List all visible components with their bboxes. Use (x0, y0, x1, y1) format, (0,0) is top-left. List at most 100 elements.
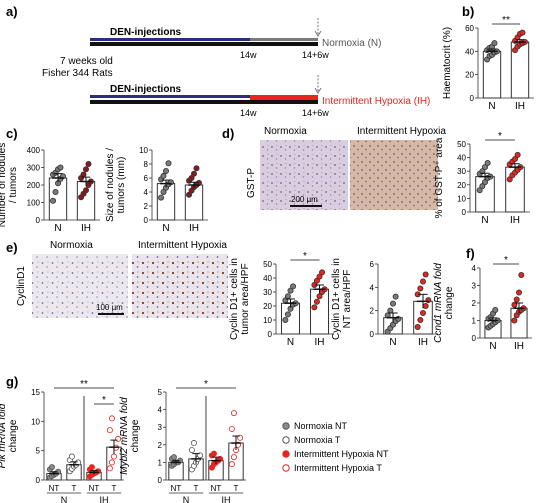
cyclin-scalebar-label: 100 µm (96, 303, 123, 312)
y-tick-label: 200 (27, 181, 41, 190)
significance-label: * (303, 251, 307, 262)
category-label: IH (515, 101, 525, 112)
data-point (106, 427, 113, 434)
group-label: IH (100, 495, 109, 503)
data-point (287, 287, 294, 294)
legend-marker (282, 464, 290, 472)
group-label: IH (222, 495, 231, 503)
den-bar-2 (90, 95, 250, 98)
panel-label-a: a) (6, 4, 18, 19)
y-tick-label: 4 (370, 283, 375, 292)
category-label: N (162, 223, 169, 234)
legend-label: Normoxia NT (294, 421, 348, 431)
significance-label: * (498, 131, 502, 142)
panel-label-f: f) (466, 246, 475, 261)
data-point (230, 454, 237, 461)
data-point (316, 293, 323, 300)
y-tick-label: 100 (27, 199, 41, 208)
data-point (511, 317, 518, 324)
data-point (80, 171, 87, 178)
data-point (83, 187, 90, 194)
y-axis-label: Cyclin D1+ cells in (331, 258, 342, 340)
data-point (106, 465, 113, 472)
panel-label-d: d) (222, 126, 234, 141)
y-tick-label: 10 (31, 417, 40, 426)
y-tick-label: 60 (465, 24, 474, 33)
category-label: N (481, 215, 488, 226)
y-tick-label: 40 (457, 154, 466, 163)
data-point (170, 454, 177, 461)
y-tick-label: 20 (263, 302, 272, 311)
y-tick-label: 40 (263, 274, 272, 283)
chart-c2: 0 2 4 6 8 10 Size of nodules / tumors (mm) N IH (105, 146, 208, 234)
arrow-1 (314, 30, 322, 37)
chart-e2: 0 2 4 6 Cyclin D1+ cells in NT area/HPF N IH (331, 258, 438, 348)
y-tick-label: 6 (144, 174, 149, 183)
y-tick-label: 0 (36, 476, 41, 485)
y-tick-label: 400 (27, 146, 41, 155)
data-point (419, 309, 426, 316)
cohort-line-2: Fisher 344 Rats (42, 68, 113, 79)
data-point (190, 440, 197, 447)
chart-d: 0 10 20 30 40 50 % of GST-P⁺ area N IH * (434, 131, 530, 226)
data-point (514, 151, 521, 158)
ih-bar (250, 95, 318, 100)
y-tick-label: 30 (457, 167, 466, 176)
y-axis-label: Cyclin D1+ cells in (229, 258, 240, 340)
data-point (492, 306, 499, 313)
data-point (50, 197, 57, 204)
y-tick-label: 15 (31, 388, 40, 397)
category-label: NT (211, 484, 222, 493)
y-tick-label: 2 (158, 441, 163, 450)
y-axis-label: % of GST-P⁺ area (434, 137, 445, 218)
y-tick-label: 5 (158, 388, 163, 397)
significance-label: * (504, 255, 508, 266)
time-14w-1: 14w (240, 50, 257, 60)
category-label: IH (189, 223, 199, 234)
y-axis-label: Haematocrit (%) (442, 27, 453, 99)
den-label-2: DEN-injections (110, 84, 182, 95)
arrow-2 (314, 87, 322, 94)
time-end-2: 14+6w (302, 108, 329, 118)
data-point (479, 183, 486, 190)
y-tick-label: 6 (370, 260, 375, 269)
data-point (513, 296, 520, 303)
data-point (422, 271, 429, 278)
data-point (282, 316, 289, 323)
panel-label-g: g) (6, 374, 18, 389)
data-point (158, 194, 165, 201)
category-label: N (488, 101, 495, 112)
data-point (284, 293, 291, 300)
gstp-title-normoxia: Normoxia (264, 126, 307, 137)
legend-label: Normoxia T (294, 435, 341, 445)
category-label: IH (418, 337, 428, 348)
data-point (190, 170, 197, 177)
y-tick-label: 20 (457, 181, 466, 190)
category-label: N (489, 341, 496, 352)
data-point (484, 160, 491, 167)
y-axis-label: change (8, 419, 19, 452)
data-point (290, 283, 297, 290)
y-axis-label: Size of nodules / (105, 148, 116, 222)
cyclin-image-ih (132, 254, 228, 318)
y-axis-label: Number of nodules (0, 143, 8, 228)
data-point (479, 168, 486, 175)
data-point (284, 311, 291, 318)
y-tick-label: 0 (268, 330, 273, 339)
y-tick-label: 2 (472, 299, 477, 308)
data-point (165, 160, 172, 167)
data-point (518, 271, 525, 278)
category-label: IH (510, 215, 520, 226)
data-point (519, 29, 526, 36)
category-label: NT (49, 484, 60, 493)
data-point (188, 447, 195, 454)
data-point (417, 316, 424, 323)
data-point (311, 304, 318, 311)
data-point (48, 464, 55, 471)
normoxia-bar (250, 38, 318, 41)
y-tick-label: 50 (263, 260, 272, 269)
category-label: N (54, 223, 61, 234)
